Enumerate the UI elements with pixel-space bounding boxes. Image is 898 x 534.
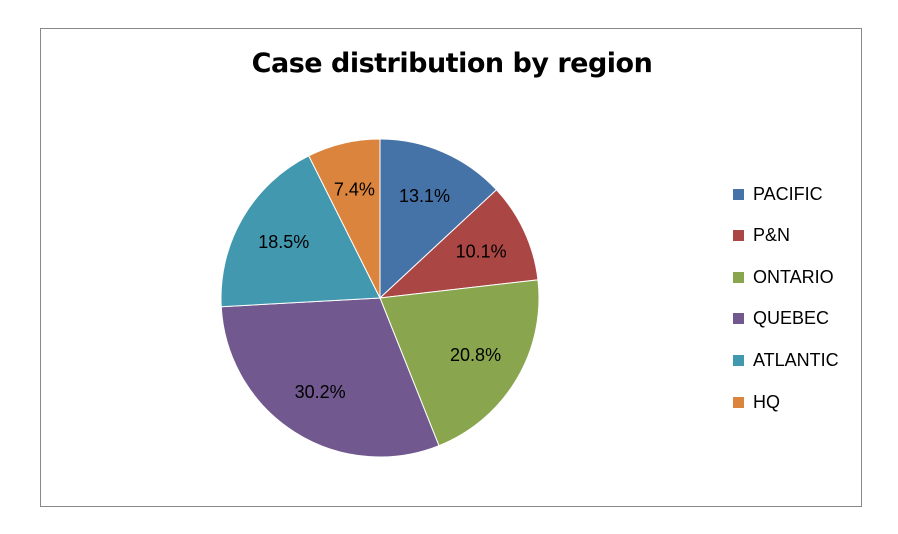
legend-swatch	[733, 230, 744, 242]
legend-label: P&N	[753, 225, 791, 246]
legend-label: PACIFIC	[753, 183, 823, 204]
legend-item: P&N	[733, 225, 791, 246]
legend-item: PACIFIC	[733, 184, 823, 204]
data-label: 18.5%	[258, 232, 309, 252]
legend-swatch	[733, 354, 744, 366]
legend-item: ATLANTIC	[733, 350, 839, 370]
pie-slice-pn	[378, 189, 539, 299]
legend-item: ONTARIO	[733, 267, 834, 287]
pie-slice-pacific	[379, 138, 498, 300]
legend-swatch	[733, 396, 744, 408]
legend-label: QUEBEC	[753, 308, 830, 329]
legend-label: ONTARIO	[753, 266, 834, 287]
pie-slice-ontario	[379, 279, 540, 447]
legend-item: QUEBEC	[733, 308, 830, 329]
legend-item: HQ	[733, 392, 780, 412]
legend-label: ATLANTIC	[753, 349, 839, 370]
legend-swatch	[733, 271, 744, 283]
data-label: 30.2%	[295, 382, 346, 402]
data-label: 7.4%	[334, 180, 375, 200]
legend-label: HQ	[753, 391, 780, 412]
pie-slice-hq	[308, 138, 381, 299]
legend-swatch	[733, 188, 744, 200]
pie-slice-atlantic	[220, 155, 381, 308]
data-label: 13.1%	[399, 186, 450, 206]
pie-slice-quebec	[220, 297, 440, 458]
data-label: 10.1%	[456, 241, 507, 261]
chart-title: Case distribution by region	[251, 48, 653, 79]
data-label: 20.8%	[450, 345, 501, 365]
legend-swatch	[733, 313, 744, 325]
